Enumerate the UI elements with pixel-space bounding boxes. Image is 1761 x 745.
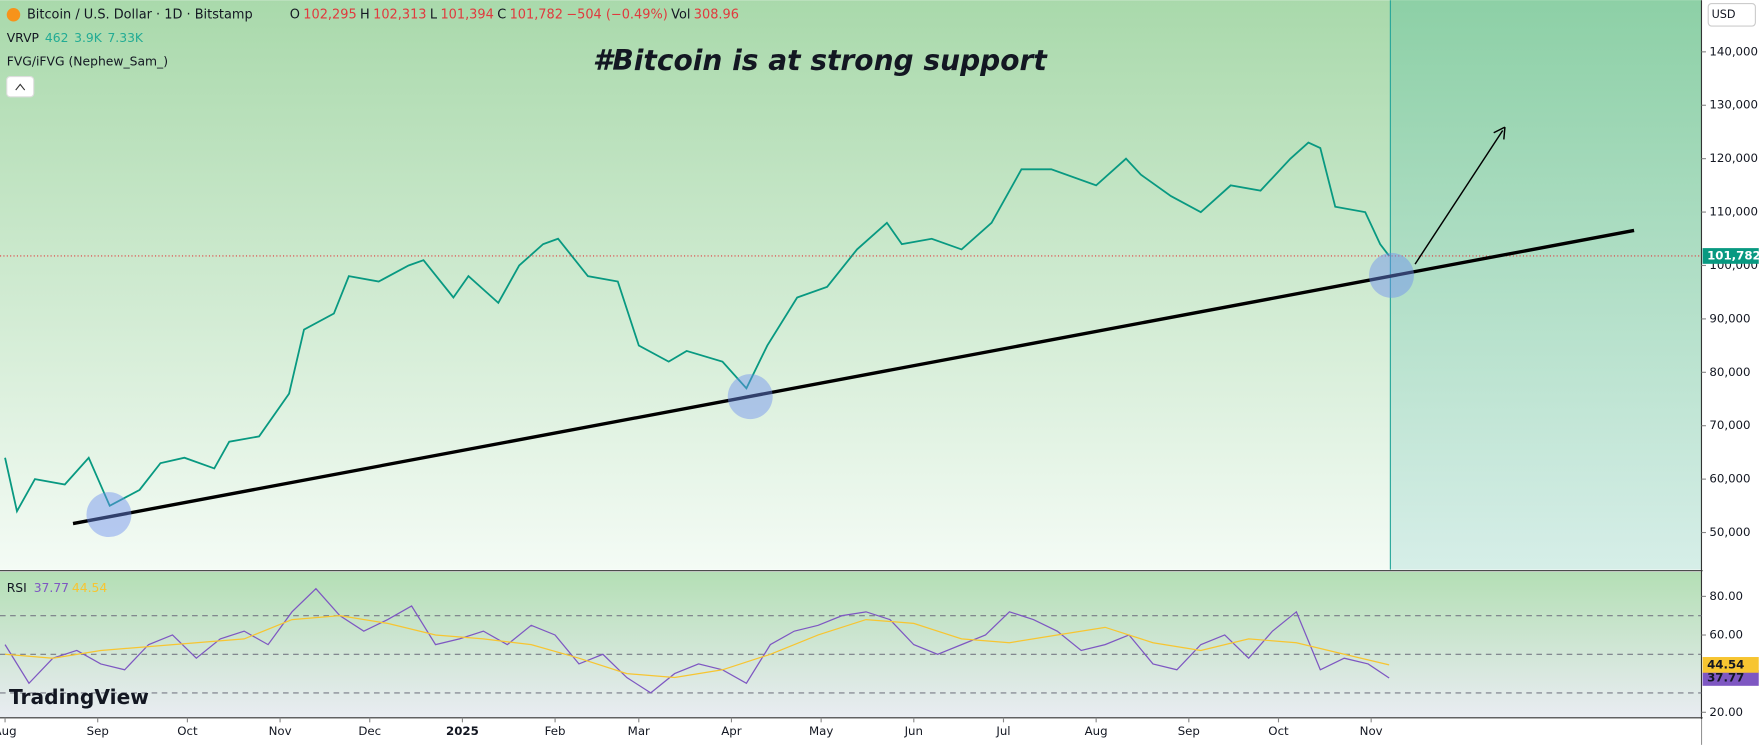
x-tick-label: Sep (87, 724, 109, 738)
ohlc-value: 101,782 (510, 7, 563, 22)
rsi-title: RSI (7, 581, 27, 595)
series-line (4, 587, 1390, 694)
rsi-pane (0, 571, 1702, 718)
ohlc-value: 102,313 (373, 7, 426, 22)
y-tick-label: 80,000 (1709, 365, 1750, 379)
touch-circle (727, 374, 773, 420)
series-line (4, 141, 1390, 514)
fvg-name: FVG/iFVG (Nephew_Sam_) (7, 54, 168, 68)
vrvp-value: 7.33K (107, 31, 143, 45)
last-value-tag (1702, 657, 1759, 673)
btc-icon (6, 8, 21, 22)
vrvp-value: 462 (45, 31, 69, 45)
x-tick-label: Oct (1268, 724, 1289, 738)
ohlc-key: L (430, 7, 438, 22)
collapse-button[interactable] (6, 76, 35, 98)
symbol: Bitcoin / U.S. Dollar · 1D · Bitstamp (27, 7, 253, 22)
x-tick-label: Nov (1360, 724, 1383, 738)
ohlc-key: H (360, 7, 370, 22)
y-tick-label: 120,000 (1709, 151, 1758, 165)
y-tick-label: 130,000 (1709, 98, 1758, 112)
rsi-value: 37.77 (34, 581, 69, 595)
y-tick-label: 60.00 (1709, 628, 1743, 642)
last-value-label: 37.77 (1707, 670, 1744, 684)
x-tick-label: Feb (545, 724, 566, 738)
brand: TradingView (9, 685, 149, 709)
future-zone (1390, 0, 1702, 570)
x-tick-label: Dec (358, 724, 381, 738)
ohlc-key: O (290, 7, 300, 22)
y-tick-label: 20.00 (1709, 705, 1743, 719)
vrvp-values: 462 3.9K 7.33K (45, 31, 144, 45)
vol-key: Vol (671, 7, 690, 22)
y-tick-label: 50,000 (1709, 525, 1750, 539)
ohlc-value: 102,295 (303, 7, 356, 22)
plot-layer: 50,00060,00070,00080,00090,000100,000110… (0, 44, 1761, 738)
y-tick-label: 90,000 (1709, 311, 1750, 325)
vrvp-name: VRVP (7, 31, 40, 45)
change: −504 (−0.49%) (566, 7, 667, 22)
last-value-label: 101,782 (1707, 248, 1761, 262)
x-tick-label: Mar (628, 724, 650, 738)
x-tick-label: Oct (177, 724, 198, 738)
y-tick-label: 140,000 (1709, 44, 1758, 58)
y-tick-label: 60,000 (1709, 472, 1750, 486)
time-axis (0, 718, 1702, 745)
trendline (72, 228, 1635, 526)
x-tick-label: Jul (995, 724, 1010, 738)
y-tick-label: 110,000 (1709, 205, 1758, 219)
x-tick-label: Jun (904, 724, 923, 738)
x-tick-label: Aug (0, 724, 17, 738)
currency: USD (1712, 8, 1736, 21)
last-value-tag (1702, 670, 1759, 686)
last-value-tag (1702, 248, 1759, 264)
touch-circle (1369, 252, 1414, 298)
x-tick-label: 2025 (446, 724, 479, 738)
vol-value: 308.96 (694, 7, 739, 22)
chart-title: #Bitcoin is at strong support (593, 44, 1048, 77)
collapse-icon (15, 83, 26, 91)
arrow-head (1493, 126, 1506, 140)
ohlc-value: 101,394 (440, 7, 493, 22)
ohlc-key: C (497, 7, 506, 22)
x-tick-label: Sep (1178, 724, 1200, 738)
series-line (5, 615, 1390, 679)
ohlc: O 102,295 H 102,313 L 101,394 C 101,782 −504 (−0… (290, 7, 739, 22)
y-tick-label: 70,000 (1709, 418, 1750, 432)
projection-arrow (1414, 130, 1504, 265)
x-tick-label: Apr (721, 724, 742, 738)
x-tick-label: Nov (269, 724, 292, 738)
y-tick-label: 80.00 (1709, 589, 1743, 603)
rsi-ma-value: 44.54 (72, 581, 107, 595)
x-tick-label: May (809, 724, 833, 738)
vrvp-value: 3.9K (74, 31, 103, 45)
currency-button[interactable] (1707, 3, 1756, 27)
last-value-label: 44.54 (1707, 657, 1744, 671)
touch-circle (86, 492, 132, 538)
price-axis (1702, 0, 1761, 745)
x-tick-label: Aug (1085, 724, 1108, 738)
